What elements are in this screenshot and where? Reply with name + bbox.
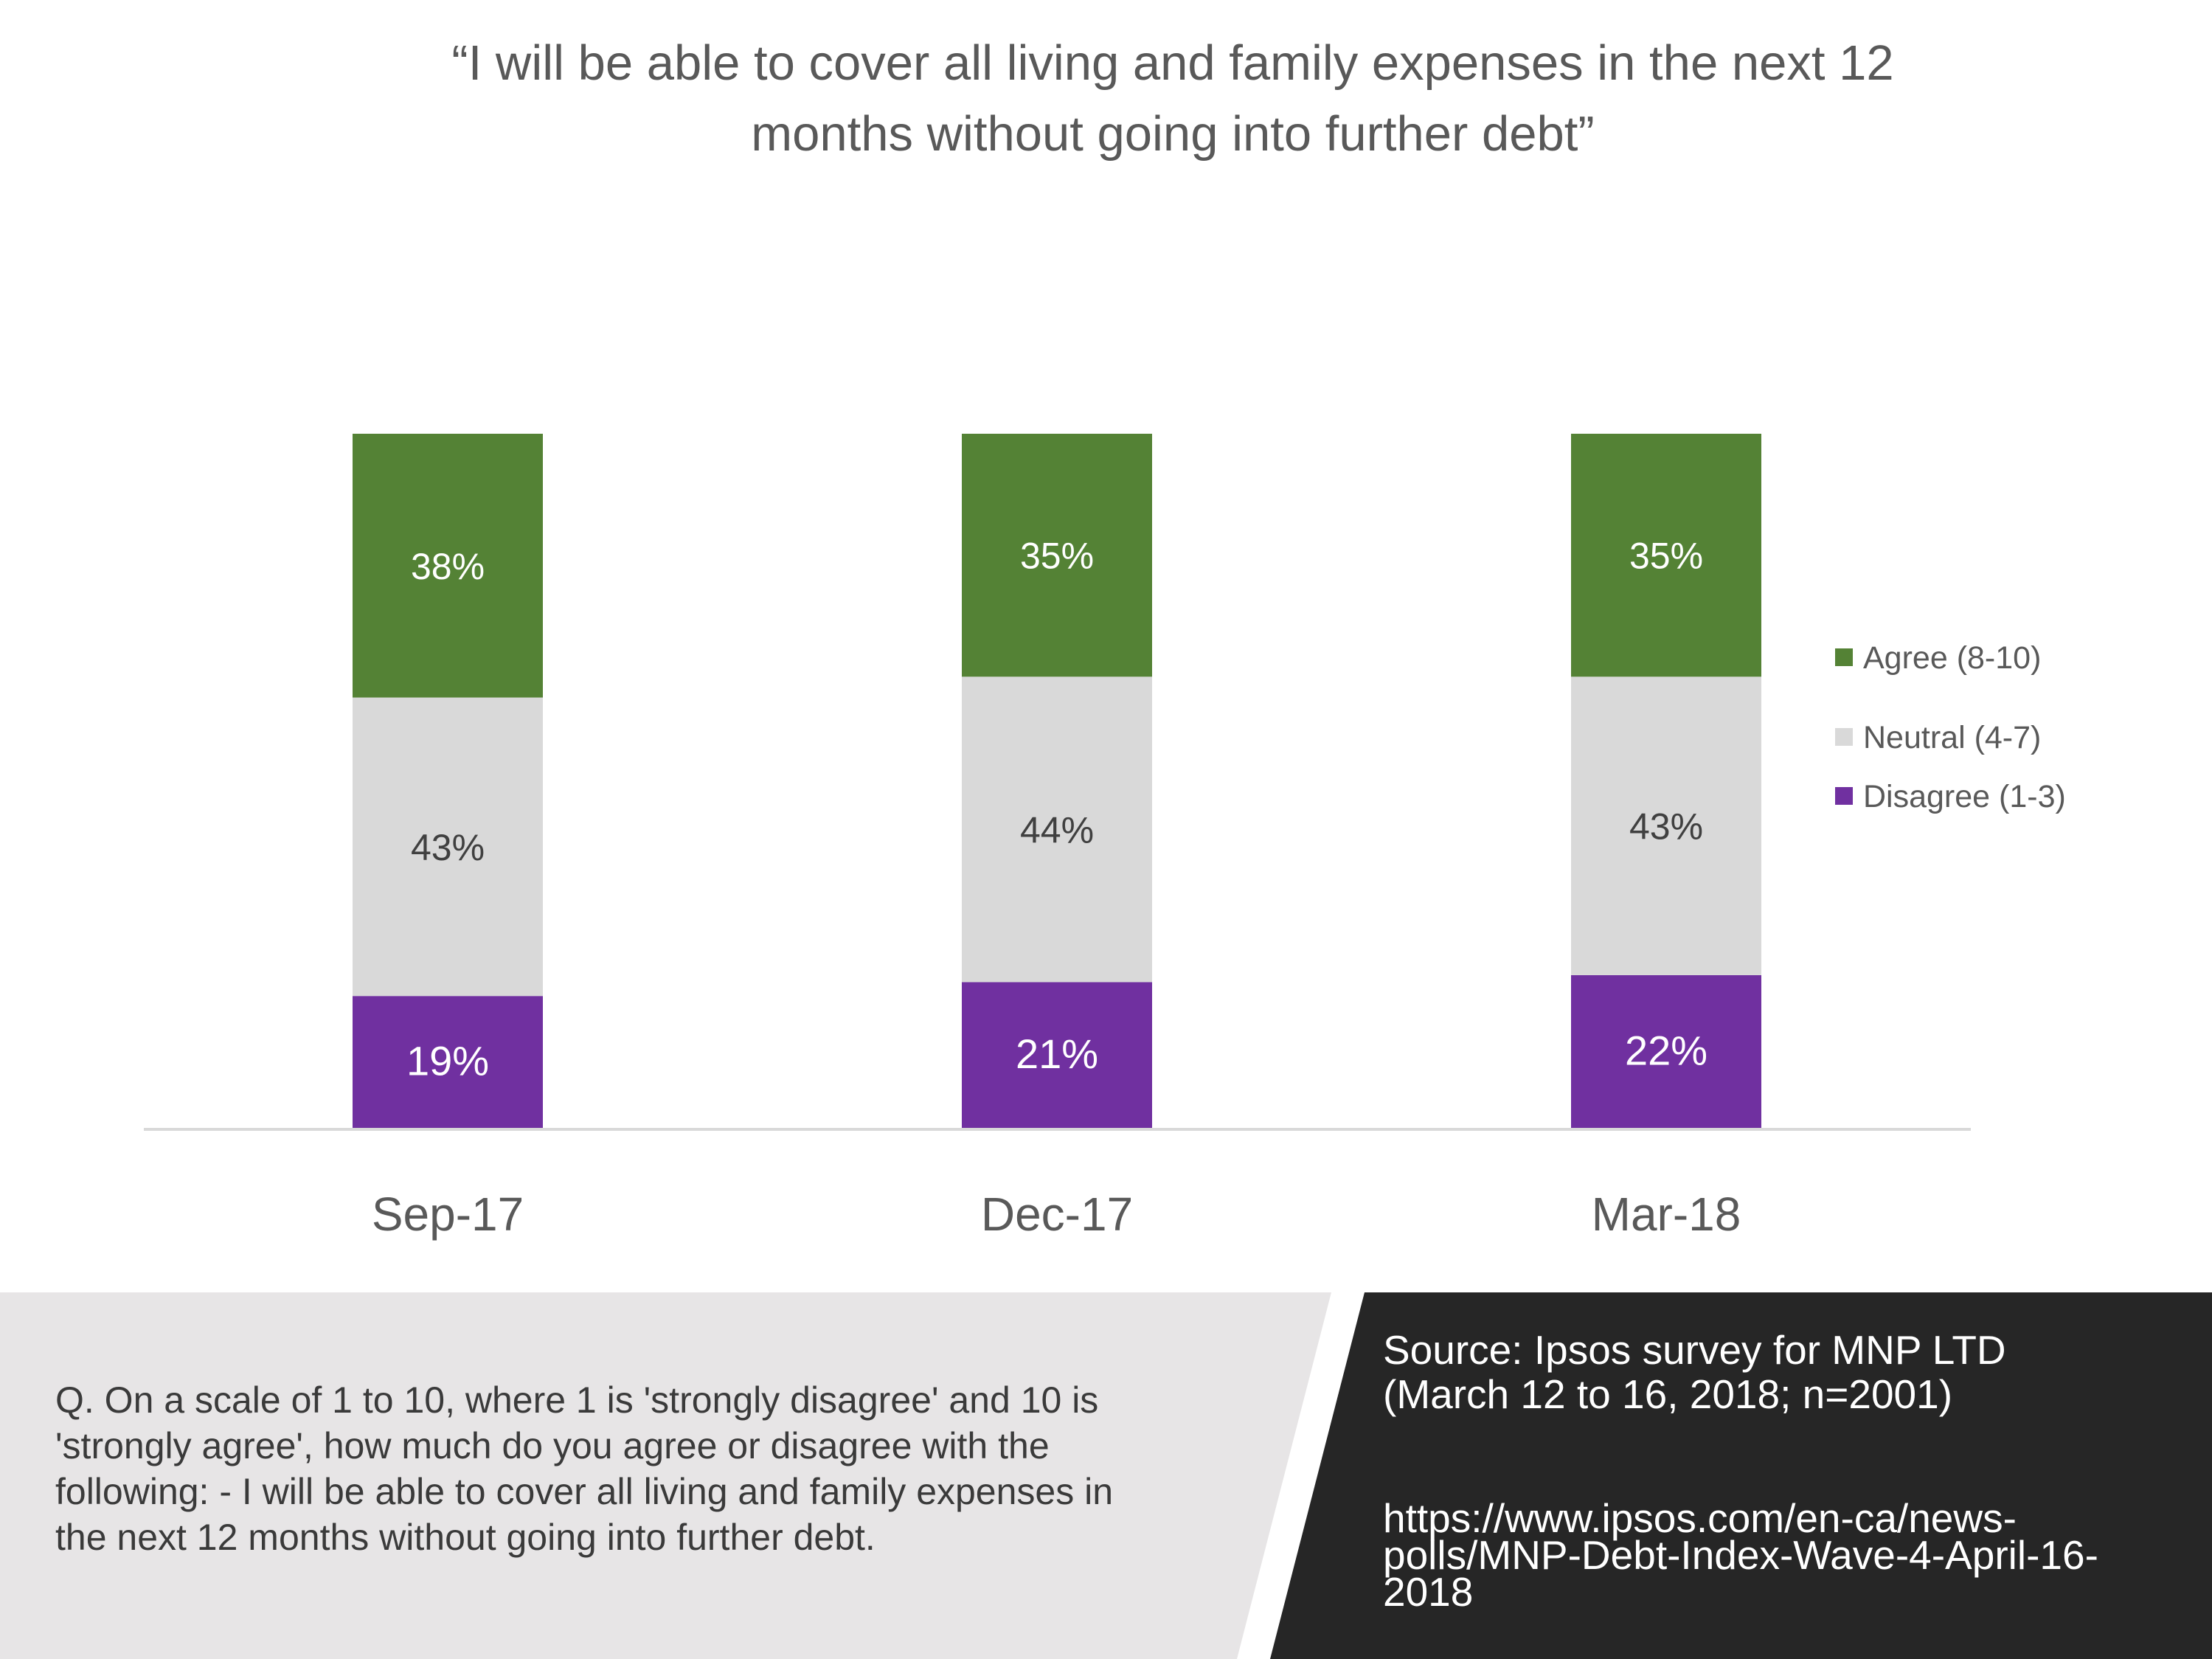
bar-segment-agree-dec-17 [962,434,1152,677]
data-label-agree-dec-17: 35% [1020,536,1094,577]
url-line-2: polls/MNP-Debt-Index-Wave-4-April-16- [1383,1532,2098,1578]
source-url: https://www.ipsos.com/en-ca/news- polls/… [1383,1495,2150,1615]
bar-segment-neutral-sep-17 [353,697,543,997]
legend-label-disagree: Disagree (1-3) [1863,779,2066,814]
bar-segment-agree-sep-17 [353,434,543,698]
bar-segment-disagree-mar-18 [1571,974,1761,1128]
bar-segment-disagree-dec-17 [962,982,1152,1128]
url-line-1: https://www.ipsos.com/en-ca/news- [1383,1495,2017,1541]
data-label-disagree-dec-17: 21% [1016,1031,1098,1077]
panel-divider [1237,1292,1365,1659]
data-label-disagree-sep-17: 19% [406,1038,489,1084]
question-line-3: following: - I will be able to cover all… [55,1471,1114,1512]
url-line-3: 2018 [1383,1569,1474,1615]
data-label-neutral-mar-18: 43% [1629,806,1703,848]
title-line-2: months without going into further debt” [751,106,1595,162]
question-line-1: Q. On a scale of 1 to 10, where 1 is 'st… [55,1379,1099,1421]
bar-segment-neutral-dec-17 [962,676,1152,983]
legend-swatch-disagree [1835,787,1853,805]
data-label-neutral-dec-17: 44% [1020,809,1094,851]
source-panel [1239,1292,2212,1659]
x-tick-labels: Sep-17 Dec-17 Mar-18 [372,1188,1741,1241]
legend-swatch-neutral [1835,728,1853,746]
source-text: Source: Ipsos survey for MNP LTD (March … [1383,1328,2150,1416]
legend-label-agree: Agree (8-10) [1863,640,2041,676]
stacked-bar-chart: 19% 43% 38% 21% 44% 35% 22% 43% 35% Sep-17 Dec-17… [144,434,2066,1241]
bar-segment-neutral-mar-18 [1571,676,1761,975]
bar-segment-disagree-sep-17 [353,996,543,1128]
source-line-2: (March 12 to 16, 2018; n=2001) [1383,1371,1953,1417]
x-tick-label-mar-18: Mar-18 [1592,1188,1741,1241]
source-line-1: Source: Ipsos survey for MNP LTD [1383,1327,2006,1373]
title-line-1: “I will be able to cover all living and … [451,35,1894,91]
legend-label-neutral: Neutral (4-7) [1863,720,2041,755]
survey-question: Q. On a scale of 1 to 10, where 1 is 'st… [55,1377,1235,1560]
footer-panel [0,1292,2212,1659]
chart-title: “I will be able to cover all living and … [317,28,2028,170]
question-line-2: 'strongly agree', how much do you agree … [55,1425,1050,1466]
data-label-agree-mar-18: 35% [1629,536,1703,577]
data-label-disagree-mar-18: 22% [1625,1027,1707,1073]
bar-segment-agree-mar-18 [1571,434,1761,677]
data-label-neutral-sep-17: 43% [411,827,485,868]
data-label-agree-sep-17: 38% [411,546,485,587]
x-tick-label-sep-17: Sep-17 [372,1188,524,1241]
legend-swatch-agree [1835,648,1853,666]
x-tick-label-dec-17: Dec-17 [981,1188,1133,1241]
labels-layer: 19% 43% 38% 21% 44% 35% 22% 43% 35% [406,536,1707,1084]
legend: Agree (8-10) Neutral (4-7) Disagree (1-3) [1835,640,2066,814]
question-line-4: the next 12 months without going into fu… [55,1517,876,1558]
bars-layer [353,434,1761,1128]
